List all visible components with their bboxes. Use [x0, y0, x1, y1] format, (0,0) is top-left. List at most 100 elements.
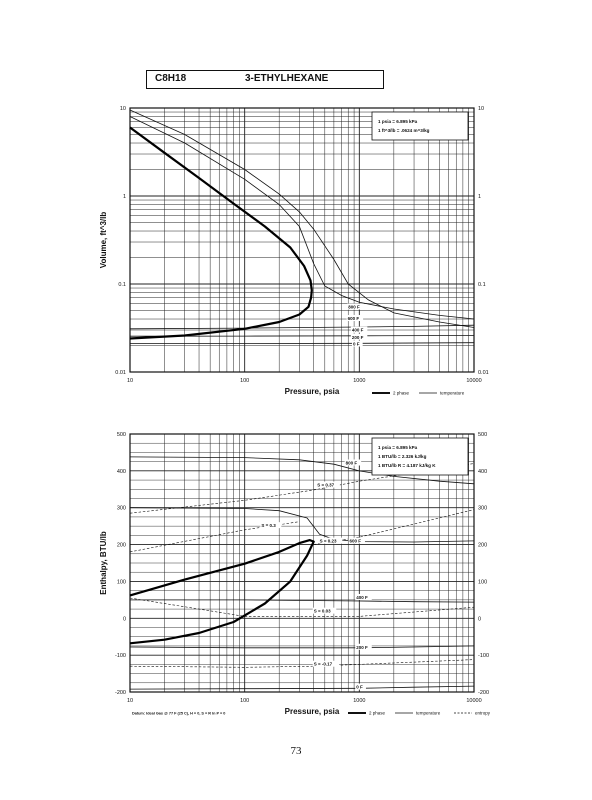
isotherm-line: [129, 507, 475, 543]
isotherm-label-bg: [350, 326, 368, 333]
isentrope-label-bg: [312, 660, 340, 667]
y-tick-label-right: 10: [478, 106, 484, 112]
y-tick-label-right: 0: [478, 616, 481, 622]
x-tick-label: 10000: [466, 698, 481, 704]
legend-label: temperature: [416, 711, 441, 716]
y-tick-label-left: 0.01: [115, 370, 126, 376]
isotherm-label-bg: [355, 683, 366, 690]
isentrope-label: S = -0.17: [314, 662, 333, 667]
conversion-box: [371, 111, 469, 141]
isentrope-line: [129, 597, 475, 617]
legend-label: 2 phase: [393, 391, 410, 396]
conversion-text: 1 BTU/lb R = 4.187 kJ/kg K: [378, 463, 436, 468]
plot-frame: [129, 433, 475, 693]
title-box: C8H18 3-ETHYLHEXANE: [146, 70, 384, 89]
isotherm-line: [129, 685, 475, 690]
volume-chart: 10 100 1000 100000.010.11100.010.1110Pressu…: [99, 106, 489, 396]
x-tick-label: 10000: [466, 378, 481, 384]
plot-frame: [129, 107, 475, 373]
isotherm-label: 0 F: [356, 685, 363, 690]
y-axis-label: Volume, ft^3/lb: [99, 212, 108, 269]
x-axis-label: Pressure, psia: [285, 707, 340, 716]
y-tick-label-left: 0.1: [118, 282, 126, 288]
y-tick-label-right: 1: [478, 194, 481, 200]
isotherm-label: 600 F: [348, 316, 360, 321]
isentrope-label: S = 0.23: [320, 539, 337, 544]
legend-label: temperature: [440, 391, 465, 396]
isotherm-label: 200 F: [352, 335, 364, 340]
isotherm-label: 400 F: [352, 328, 364, 333]
y-tick-label-right: 200: [478, 543, 487, 549]
x-axis-label: Pressure, psia: [285, 387, 340, 396]
isentrope-label: S = 0.3: [261, 523, 276, 528]
legend-label: entropy: [475, 711, 491, 716]
isotherm-line: [129, 342, 475, 344]
y-tick-label-left: 500: [117, 432, 126, 438]
isentrope-label-bg: [316, 481, 340, 488]
datum-note: Datum: Ideal Gas @ 77 F (25 C), H = 0, S…: [132, 712, 225, 716]
isotherm-label-bg: [347, 303, 364, 310]
y-tick-label-left: 300: [117, 506, 126, 512]
y-tick-label-right: 400: [478, 469, 487, 475]
x-tick-label: 1000: [353, 378, 365, 384]
isotherm-label-bg: [348, 537, 365, 544]
isotherm-label-bg: [355, 594, 372, 601]
conversion-text: 1 BTU/lb = 2.326 kJ/kg: [378, 454, 427, 459]
conversion-box: [371, 437, 469, 476]
conversion-text: 1 psia = 6.895 kPa: [378, 445, 418, 450]
isentrope-line: [129, 521, 300, 553]
x-tick-label: 10: [127, 378, 133, 384]
isotherm-label: 200 F: [356, 645, 368, 650]
isotherm-label-bg: [355, 643, 372, 650]
y-tick-label-left: 400: [117, 469, 126, 475]
isotherm-label-bg: [350, 333, 368, 340]
isotherm-label: 0 F: [353, 342, 360, 347]
isotherm-label-bg: [351, 340, 363, 347]
isotherm-label: 800 F: [346, 460, 358, 465]
isentrope-line: [129, 659, 475, 668]
isentrope-label: S = 0.03: [314, 609, 331, 614]
conversion-text: 1 psia = 6.895 kPa: [378, 119, 418, 124]
chemical-formula: C8H18: [155, 73, 187, 84]
y-tick-label-left: 200: [117, 543, 126, 549]
isotherm-line: [129, 645, 475, 649]
x-tick-label: 10: [127, 698, 133, 704]
isentrope-label: S = 0.37: [317, 483, 334, 488]
conversion-text: 1 ft^3/lb = .0624 m^3/kg: [378, 128, 430, 133]
two-phase-envelope: [129, 539, 315, 645]
isotherm-label: 800 F: [348, 305, 360, 310]
y-tick-label-left: -100: [115, 653, 126, 659]
y-axis-label: Enthalpy, BTU/lb: [99, 531, 108, 595]
legend-label: 2 phase: [369, 711, 386, 716]
y-tick-label-left: 10: [120, 106, 126, 112]
y-tick-label-left: 1: [123, 194, 126, 200]
isentrope-label-bg: [318, 537, 343, 544]
isotherm-label: 400 F: [356, 595, 368, 600]
compound-name: 3-ETHYLHEXANE: [245, 73, 329, 84]
y-tick-label-right: 0.1: [478, 282, 486, 288]
y-tick-label-right: 100: [478, 579, 487, 585]
x-tick-label: 100: [240, 698, 249, 704]
two-phase-envelope: [129, 126, 313, 340]
page-number: 73: [290, 745, 302, 757]
y-tick-label-left: -200: [115, 690, 126, 696]
isentrope-label-bg: [312, 607, 337, 614]
isentrope-label-bg: [260, 522, 282, 529]
x-tick-label: 100: [240, 378, 249, 384]
y-tick-label-right: -100: [478, 653, 489, 659]
isotherm-line: [129, 116, 475, 320]
x-tick-label: 1000: [353, 698, 365, 704]
isotherm-line: [129, 109, 475, 328]
y-tick-label-right: 300: [478, 506, 487, 512]
isotherm-label-bg: [344, 459, 362, 466]
y-tick-label-right: 500: [478, 432, 487, 438]
isotherm-line: [130, 599, 475, 603]
y-tick-label-left: 100: [117, 579, 126, 585]
enthalpy-chart: 10 100 1000 10000-200-1000100200300400500-2…: [99, 432, 491, 716]
isotherm-label-bg: [346, 315, 364, 322]
isotherm-line: [129, 456, 475, 485]
isotherm-line: [129, 324, 475, 330]
isotherm-label: 600 F: [349, 539, 361, 544]
y-tick-label-left: 0: [123, 616, 126, 622]
